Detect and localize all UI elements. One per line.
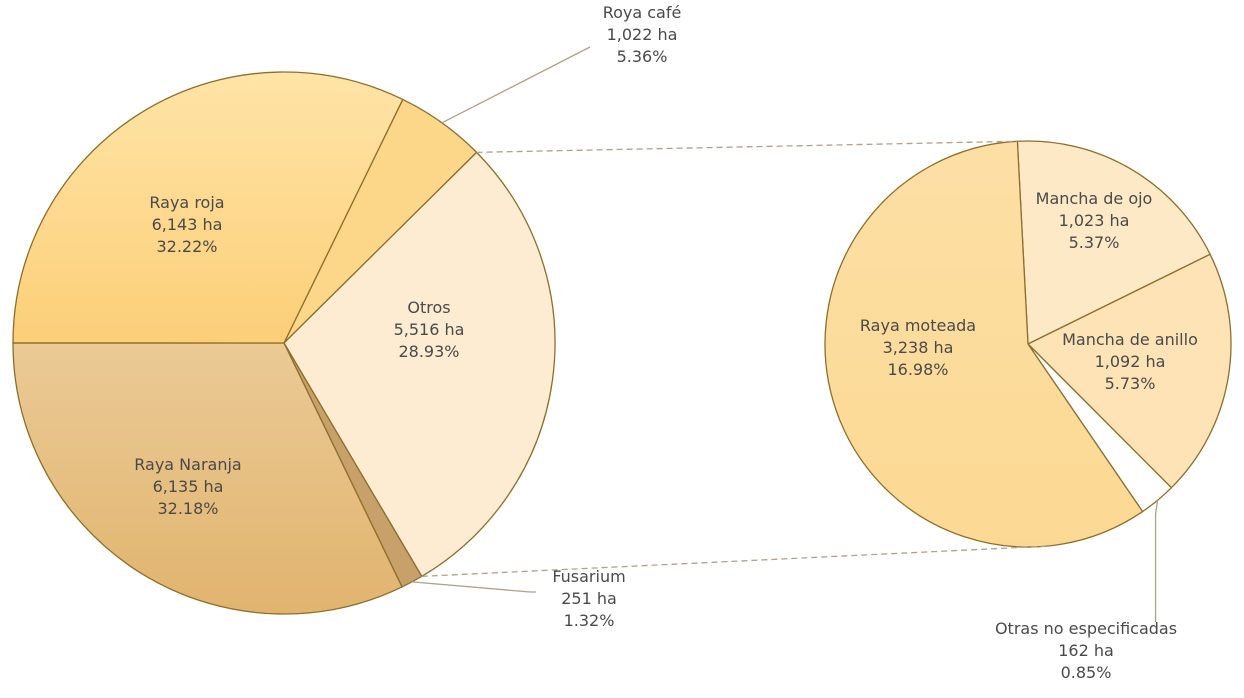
label-otras-no-especificadas-name: Otras no especificadas [995, 619, 1177, 638]
connector-line-top [476, 140, 1018, 154]
label-raya-roja-name: Raya roja [149, 193, 224, 212]
slice-mancha-de-ojo [1016, 140, 1211, 345]
label-roya-cafe-display-value: 1,022 ha [607, 25, 678, 44]
label-raya-moteada: Raya moteada 3,238 ha 16.98% [860, 316, 976, 379]
connector-line-bottom [421, 545, 1046, 578]
slice-mancha-de-anillo [1027, 253, 1232, 489]
leader-line-roya-cafe [441, 46, 591, 124]
label-roya-cafe: Roya café 1,022 ha 5.36% [603, 3, 682, 66]
label-mancha-de-anillo-display-value: 1,092 ha [1095, 352, 1166, 371]
label-raya-moteada-display-value: 3,238 ha [883, 338, 954, 357]
label-mancha-de-anillo-percent: 5.73% [1105, 374, 1156, 393]
label-otros-percent: 28.93% [398, 342, 459, 361]
label-fusarium-display-value: 251 ha [561, 589, 617, 608]
main-pie [12, 71, 556, 615]
label-raya-roja-percent: 32.22% [156, 237, 217, 256]
data-labels: Roya café 1,022 ha 5.36% Otros 5,516 ha 28.93… [134, 3, 1198, 682]
slice-raya-moteada [824, 140, 1144, 548]
label-raya-moteada-name: Raya moteada [860, 316, 976, 335]
connector-lines [411, 46, 1159, 622]
label-mancha-de-ojo-display-value: 1,023 ha [1059, 211, 1130, 230]
label-raya-naranja-percent: 32.18% [157, 499, 218, 518]
leader-line-otras-no-especificadas [1154, 500, 1159, 622]
label-raya-naranja-name: Raya Naranja [134, 455, 241, 474]
label-raya-roja-display-value: 6,143 ha [152, 215, 223, 234]
label-fusarium: Fusarium 251 ha 1.32% [552, 567, 625, 630]
label-roya-cafe-percent: 5.36% [617, 47, 668, 66]
label-otras-no-especificadas-percent: 0.85% [1061, 663, 1112, 682]
leader-line-fusarium [411, 581, 536, 593]
label-raya-moteada-percent: 16.98% [887, 360, 948, 379]
label-otros-display-value: 5,516 ha [394, 320, 465, 339]
label-otros-name: Otros [407, 298, 450, 317]
slice-otros [283, 151, 556, 578]
label-mancha-de-ojo-name: Mancha de ojo [1036, 189, 1153, 208]
label-raya-naranja: Raya Naranja 6,135 ha 32.18% [134, 455, 241, 518]
label-roya-cafe-name: Roya café [603, 3, 682, 22]
label-fusarium-percent: 1.32% [564, 611, 615, 630]
slice-raya-roja [12, 71, 404, 344]
label-mancha-de-ojo: Mancha de ojo 1,023 ha 5.37% [1036, 189, 1153, 252]
label-otros: Otros 5,516 ha 28.93% [394, 298, 465, 361]
label-raya-naranja-display-value: 6,135 ha [153, 477, 224, 496]
detail-pie [824, 140, 1232, 548]
label-otras-no-especificadas: Otras no especificadas 162 ha 0.85% [995, 619, 1177, 682]
label-otras-no-especificadas-display-value: 162 ha [1058, 641, 1114, 660]
label-fusarium-name: Fusarium [552, 567, 625, 586]
label-mancha-de-anillo-name: Mancha de anillo [1062, 330, 1198, 349]
label-raya-roja: Raya roja 6,143 ha 32.22% [149, 193, 224, 256]
label-mancha-de-anillo: Mancha de anillo 1,092 ha 5.73% [1062, 330, 1198, 393]
slice-raya-naranja [12, 342, 403, 615]
label-mancha-de-ojo-percent: 5.37% [1069, 233, 1120, 252]
